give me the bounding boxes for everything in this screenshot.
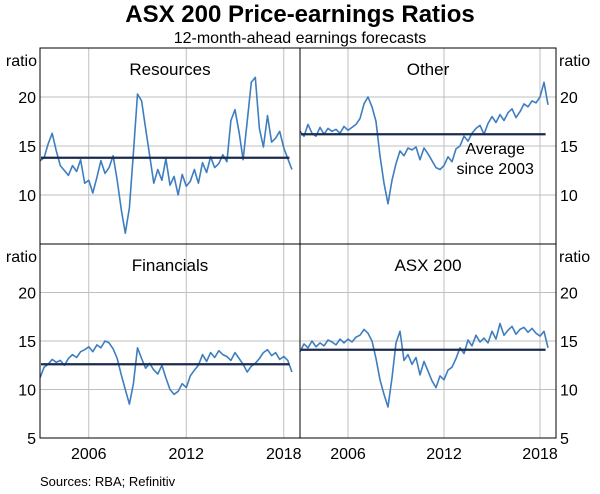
x-tick-label: 2018 [522, 446, 558, 463]
y-tick-label: 15 [18, 139, 36, 156]
axis-unit-label: ratio [559, 249, 590, 266]
page-title: ASX 200 Price-earnings Ratios [125, 1, 475, 28]
chart-panel-1: 10 15 20 ratio Other Average since 2003 [299, 48, 590, 244]
y-tick-label: 5 [560, 431, 569, 448]
panel-title: ASX 200 [394, 256, 461, 275]
series-line [39, 340, 293, 405]
y-tick-label: 10 [18, 188, 36, 205]
y-tick-label: 20 [560, 286, 578, 303]
source-note: Sources: RBA; Refinitiv [40, 474, 176, 489]
annotation-text: Average [466, 141, 525, 158]
chart-panel-0: 10 15 20 ratio Resources [6, 48, 300, 244]
panel-title: Other [407, 60, 450, 79]
annotation-text: since 2003 [457, 161, 534, 178]
y-tick-label: 15 [560, 139, 578, 156]
x-tick-label: 2018 [266, 446, 302, 463]
y-tick-label: 10 [18, 383, 36, 400]
y-tick-label: 5 [27, 431, 36, 448]
series-line [299, 322, 549, 408]
y-tick-label: 15 [560, 334, 578, 351]
y-tick-label: 15 [18, 334, 36, 351]
y-tick-label: 20 [18, 90, 36, 107]
y-tick-label: 20 [560, 90, 578, 107]
x-tick-label: 2012 [426, 446, 462, 463]
panel-title: Resources [129, 60, 210, 79]
axis-unit-label: ratio [559, 53, 590, 70]
x-tick-label: 2006 [330, 446, 366, 463]
x-tick-label: 2006 [71, 446, 107, 463]
plot-frame [39, 47, 557, 439]
series-line [299, 81, 549, 205]
axis-unit-label: ratio [6, 249, 37, 266]
panel-title: Financials [132, 256, 209, 275]
page-subtitle: 12-month-ahead earnings forecasts [173, 30, 427, 47]
axis-unit-label: ratio [6, 53, 37, 70]
chart-panel-3: 5 10 15 20 ratio ASX 200 2006 2012 2018 [299, 244, 590, 463]
chart-panel-2: 5 10 15 20 ratio Financials 2006 2012 2018 [6, 244, 302, 463]
x-tick-label: 2012 [168, 446, 204, 463]
series-line [39, 76, 293, 234]
y-tick-label: 10 [560, 383, 578, 400]
y-tick-label: 10 [560, 188, 578, 205]
y-tick-label: 20 [18, 286, 36, 303]
